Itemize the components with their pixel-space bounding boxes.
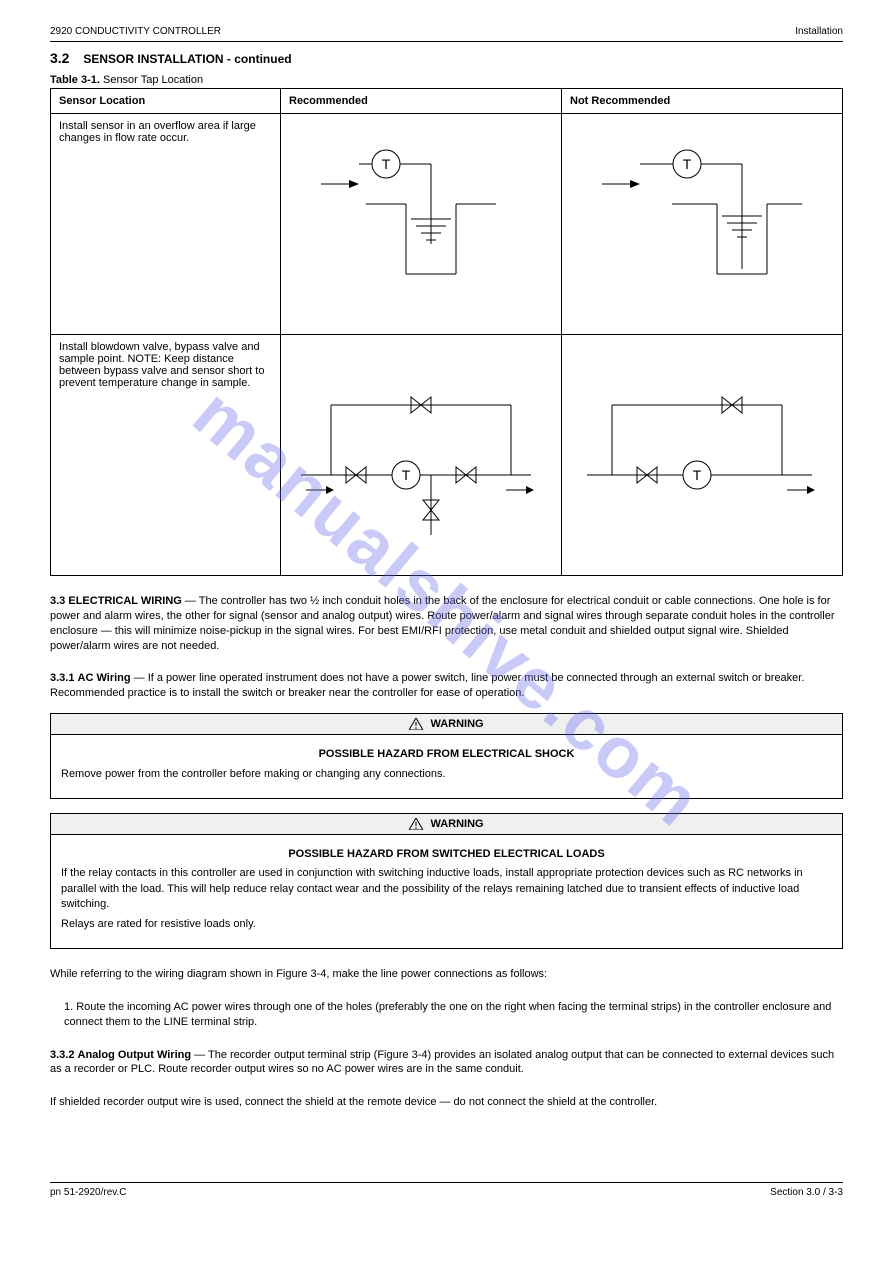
- table-row: Install blowdown valve, bypass valve and…: [51, 335, 843, 576]
- row2-notrecommended-diagram: T: [562, 335, 843, 576]
- page-header: 2920 CONDUCTIVITY CONTROLLER Installatio…: [50, 26, 843, 37]
- overflow-notrecommended-icon: T: [592, 124, 812, 324]
- warning-box-2: WARNING POSSIBLE HAZARD FROM SWITCHED EL…: [50, 813, 843, 949]
- bypass-recommended-icon: T: [301, 345, 541, 565]
- page: 2920 CONDUCTIVITY CONTROLLER Installatio…: [0, 0, 893, 1216]
- row1-text: Install sensor in an overflow area if la…: [51, 114, 281, 335]
- svg-text:T: T: [683, 156, 692, 172]
- bypass-notrecommended-icon: T: [582, 345, 822, 565]
- warning-icon: [409, 718, 423, 730]
- warning-2-body: POSSIBLE HAZARD FROM SWITCHED ELECTRICAL…: [51, 835, 842, 948]
- list-331-item: 1. Route the incoming AC power wires thr…: [50, 1000, 843, 1030]
- para-3-3-2-title: Analog Output Wiring: [78, 1049, 192, 1061]
- table-caption: Table 3-1. Sensor Tap Location: [50, 74, 843, 86]
- para-3-3-1-num: 3.3.1: [50, 672, 74, 684]
- warning-2-title: POSSIBLE HAZARD FROM SWITCHED ELECTRICAL…: [61, 847, 832, 862]
- para-3-3-2: 3.3.2 Analog Output Wiring — The recorde…: [50, 1048, 843, 1078]
- para-3-3-2-num: 3.3.2: [50, 1049, 74, 1061]
- para-3-3: 3.3 ELECTRICAL WIRING — The controller h…: [50, 594, 843, 653]
- row1-recommended-diagram: T: [281, 114, 562, 335]
- svg-text:T: T: [693, 467, 702, 483]
- para-3-3-num: 3.3: [50, 595, 65, 607]
- para-3-3-1: 3.3.1 AC Wiring — If a power line operat…: [50, 671, 843, 701]
- para-3-3-2-extra: If shielded recorder output wire is used…: [50, 1095, 843, 1110]
- para-3-3-title: ELECTRICAL WIRING: [68, 595, 181, 607]
- svg-text:T: T: [382, 156, 391, 172]
- para-331-continued: While referring to the wiring diagram sh…: [50, 967, 843, 982]
- warning-box-1: WARNING POSSIBLE HAZARD FROM ELECTRICAL …: [50, 713, 843, 799]
- table-header-row: Sensor Location Recommended Not Recommen…: [51, 89, 843, 114]
- sensor-location-table: Table 3-1. Sensor Tap Location Sensor Lo…: [50, 74, 843, 576]
- svg-text:T: T: [402, 467, 411, 483]
- para-3-3-1-title: AC Wiring: [78, 672, 131, 684]
- warning-1-label: WARNING: [430, 718, 483, 730]
- warning-1-line: Remove power from the controller before …: [61, 767, 832, 782]
- warning-1-title: POSSIBLE HAZARD FROM ELECTRICAL SHOCK: [61, 747, 832, 762]
- overflow-recommended-icon: T: [311, 124, 531, 324]
- warning-icon: [409, 818, 423, 830]
- row1-notrecommended-diagram: T: [562, 114, 843, 335]
- warning-2-label: WARNING: [430, 818, 483, 830]
- footer-left: pn 51-2920/rev.C: [50, 1187, 127, 1198]
- warning-2-line-2: Relays are rated for resistive loads onl…: [61, 917, 832, 932]
- warning-2-header: WARNING: [51, 814, 842, 835]
- row2-recommended-diagram: T: [281, 335, 562, 576]
- section-title: SENSOR INSTALLATION - continued: [83, 52, 291, 66]
- row2-text: Install blowdown valve, bypass valve and…: [51, 335, 281, 576]
- header-rule: [50, 41, 843, 42]
- table-caption-label: Table 3-1. Sensor Tap Location: [50, 74, 203, 86]
- para-3-3-1-text: — If a power line operated instrument do…: [50, 672, 804, 699]
- header-right: Installation: [795, 26, 843, 37]
- page-footer: pn 51-2920/rev.C Section 3.0 / 3-3: [50, 1182, 843, 1198]
- section-number: 3.2: [50, 50, 73, 66]
- warning-1-body: POSSIBLE HAZARD FROM ELECTRICAL SHOCK Re…: [51, 735, 842, 798]
- warning-2-line-1: If the relay contacts in this controller…: [61, 866, 832, 912]
- th-not-recommended: Not Recommended: [562, 89, 843, 114]
- footer-right: Section 3.0 / 3-3: [770, 1187, 843, 1198]
- section-heading: 3.2 SENSOR INSTALLATION - continued: [50, 50, 843, 66]
- th-location: Sensor Location: [51, 89, 281, 114]
- table-row: Install sensor in an overflow area if la…: [51, 114, 843, 335]
- th-recommended: Recommended: [281, 89, 562, 114]
- header-left: 2920 CONDUCTIVITY CONTROLLER: [50, 26, 221, 37]
- footer-rule: [50, 1182, 843, 1183]
- warning-1-header: WARNING: [51, 714, 842, 735]
